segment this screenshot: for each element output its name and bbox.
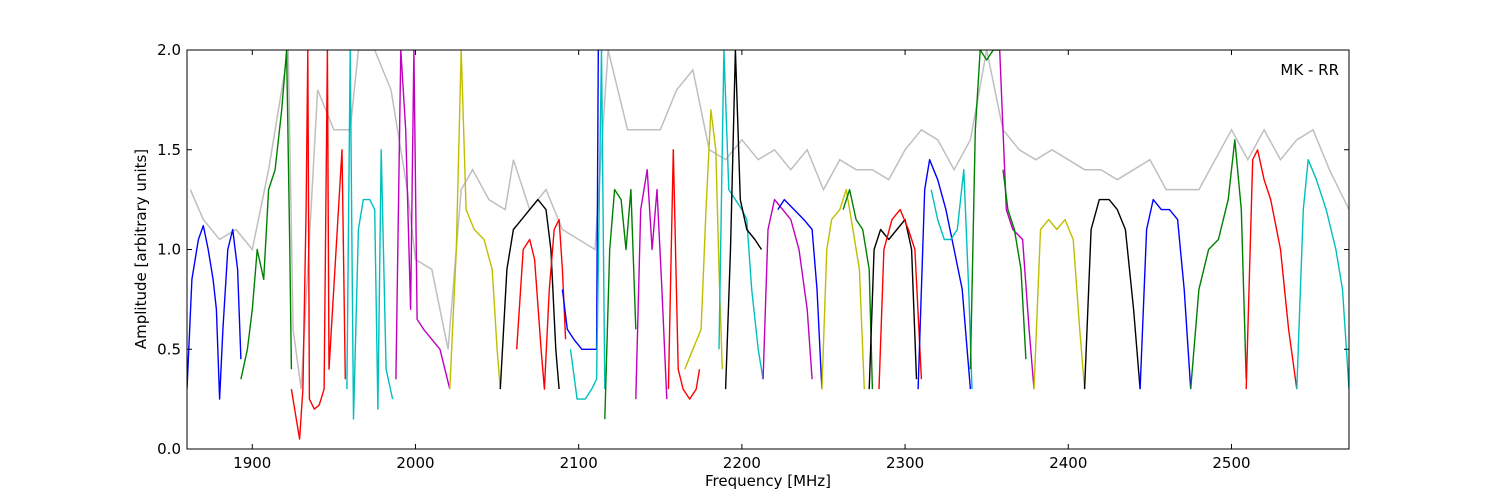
series-line-17 — [762, 198, 813, 380]
series-line-16 — [724, 50, 763, 390]
series-line-26 — [999, 50, 1035, 390]
y-tick-label: 0.0 — [157, 440, 181, 458]
y-axis-ticks: 0.0 0.5 1.0 1.5 2.0 — [157, 41, 1349, 458]
series-line-29 — [1083, 198, 1141, 390]
x-tick-label: 2500 — [1212, 454, 1250, 472]
series-line-14 — [684, 109, 723, 370]
envelope-layer — [189, 50, 1349, 390]
x-axis-label: Frequency [MHz] — [705, 472, 831, 490]
x-tick-label: 2100 — [560, 454, 598, 472]
series-line-6 — [449, 50, 501, 390]
series-line-13 — [667, 149, 701, 400]
series-layer — [187, 50, 1349, 440]
series-line-2 — [240, 50, 293, 380]
series-line-1 — [187, 224, 242, 400]
series-line-4 — [346, 50, 394, 420]
series-line-30 — [1139, 198, 1192, 390]
chart-annotation: MK - RR — [1280, 61, 1339, 79]
series-line-10 — [569, 50, 606, 400]
series-line-5 — [395, 50, 451, 390]
x-tick-label: 2300 — [886, 454, 924, 472]
y-axis-label: Amplitude [arbitrary units] — [132, 149, 150, 349]
series-line-8 — [516, 218, 567, 390]
x-tick-label: 1900 — [233, 454, 271, 472]
series-line-28 — [1033, 218, 1086, 390]
envelope-trace — [189, 50, 1349, 390]
x-tick-label: 2400 — [1049, 454, 1087, 472]
x-tick-label: 2000 — [396, 454, 434, 472]
series-line-22 — [878, 208, 923, 390]
series-line-3 — [290, 50, 346, 440]
series-line-33 — [1296, 158, 1349, 390]
y-tick-label: 1.0 — [157, 241, 181, 259]
y-tick-label: 1.5 — [157, 141, 181, 159]
series-line-20 — [842, 188, 874, 390]
series-line-18 — [777, 198, 823, 390]
series-line-11 — [604, 188, 637, 420]
x-axis-ticks: 1900 2000 2100 2200 2300 2400 2500 — [233, 50, 1251, 472]
series-line-31 — [1190, 139, 1247, 390]
series-line-9 — [561, 50, 599, 350]
series-line-27 — [1002, 169, 1027, 360]
y-tick-label: 2.0 — [157, 41, 181, 59]
series-line-25 — [969, 50, 1000, 370]
series-line-21 — [868, 218, 918, 390]
x-tick-label: 2200 — [723, 454, 761, 472]
series-line-24 — [930, 168, 973, 390]
series-line-7 — [499, 198, 560, 390]
series-line-12 — [635, 168, 668, 400]
series-line-19 — [821, 188, 865, 390]
y-tick-label: 0.5 — [157, 340, 181, 358]
series-line-15 — [718, 50, 764, 380]
series-line-32 — [1245, 149, 1298, 390]
series-line-23 — [917, 158, 972, 390]
